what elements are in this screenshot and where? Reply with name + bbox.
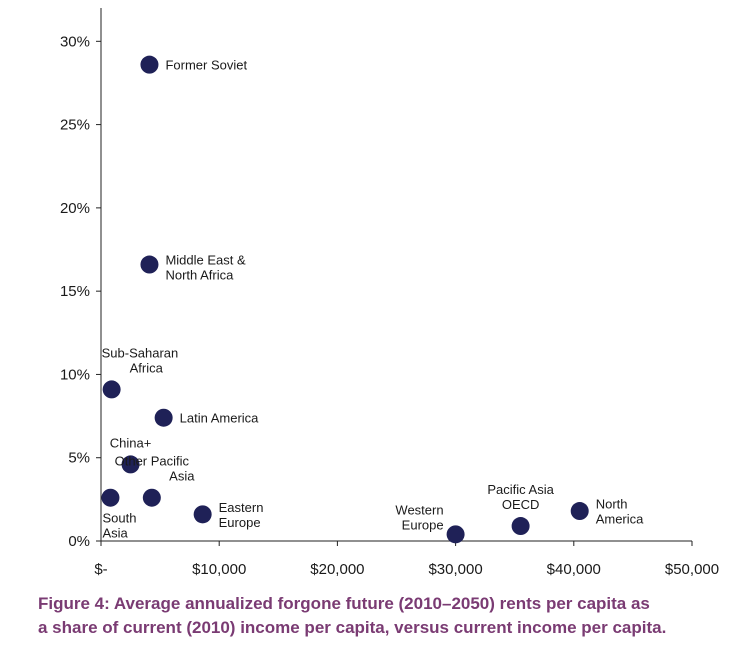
data-point <box>154 408 173 427</box>
point-label: Former Soviet <box>165 58 247 73</box>
x-tick-label: $50,000 <box>665 561 719 578</box>
y-tick-label: 10% <box>60 366 90 383</box>
y-tick-label: 30% <box>60 33 90 50</box>
data-point <box>570 502 589 521</box>
x-tick-label: $40,000 <box>547 561 601 578</box>
data-point <box>511 517 530 536</box>
x-tick-label: $30,000 <box>428 561 482 578</box>
point-label: Latin America <box>180 411 260 426</box>
data-point <box>102 380 121 399</box>
point-label: Eastern Europe <box>219 500 264 530</box>
caption-line-2: a share of current (2010) income per cap… <box>38 618 667 637</box>
y-tick-label: 0% <box>68 533 90 550</box>
point-labels: Former Soviet Middle East & North Africa Su… <box>102 58 645 541</box>
x-tick-label: $10,000 <box>192 561 246 578</box>
y-tick-label: 5% <box>68 450 90 467</box>
point-label: Other Pacific Asia <box>115 454 196 484</box>
point-label: Western Europe <box>395 502 443 532</box>
data-point <box>142 488 161 507</box>
data-point <box>140 55 159 74</box>
caption-line-1: Figure 4: Average annualized forgone fut… <box>38 594 650 613</box>
figure-caption: Figure 4: Average annualized forgone fut… <box>38 592 743 640</box>
x-tick-label: $20,000 <box>310 561 364 578</box>
point-label: Pacific Asia OECD <box>487 482 554 512</box>
point-label: Sub-Saharan Africa <box>102 345 179 375</box>
point-label: South Asia <box>102 511 136 541</box>
scatter-chart: 0% 5% 10% 15% 20% 25% 30% $- $10,000 $20,000 $30,… <box>60 8 719 578</box>
data-point <box>140 255 159 274</box>
y-axis-ticks: 0% 5% 10% 15% 20% 25% 30% <box>60 33 101 550</box>
data-point <box>101 488 120 507</box>
y-tick-label: 20% <box>60 200 90 217</box>
data-points <box>101 55 589 544</box>
data-point <box>446 525 465 544</box>
data-point <box>121 455 140 474</box>
point-label: North America <box>596 497 644 527</box>
y-tick-label: 15% <box>60 283 90 300</box>
y-tick-label: 25% <box>60 117 90 134</box>
data-point <box>193 505 212 524</box>
x-tick-label: $- <box>94 561 107 578</box>
point-label: China+ <box>110 435 152 450</box>
x-axis-ticks: $- $10,000 $20,000 $30,000 $40,000 $50,000 <box>94 541 719 578</box>
point-label: Middle East & North Africa <box>165 253 246 283</box>
